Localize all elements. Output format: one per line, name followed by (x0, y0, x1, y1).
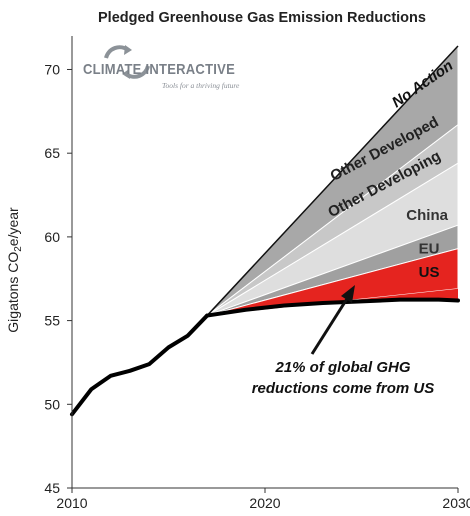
band-label-china: China (406, 207, 448, 224)
x-tick-label-2020: 2020 (249, 495, 280, 511)
y-tick-label-50: 50 (44, 396, 60, 412)
logo-tagline: Tools for a thriving future (162, 81, 240, 90)
logo-cycle-icon (104, 45, 150, 79)
x-tick-label-2030: 2030 (442, 495, 470, 511)
climate-interactive-logo: CLIMATE INTERACTIVE Tools for a thriving… (83, 45, 240, 90)
y-axis-label: Gigatons CO2e/year (5, 207, 24, 333)
chart-title: Pledged Greenhouse Gas Emission Reductio… (98, 10, 426, 26)
line-historical-emissions (70, 313, 210, 417)
axes: 45 50 55 60 65 70 2010 2020 2030 (44, 36, 470, 511)
y-tick-label-55: 55 (44, 313, 60, 329)
y-tick-label-65: 65 (44, 145, 60, 161)
emission-lines (70, 45, 460, 417)
logo-name: CLIMATE INTERACTIVE (83, 61, 235, 78)
annotation-line-1: 21% of global GHG (274, 359, 410, 376)
band-label-eu: EU (419, 241, 440, 258)
y-tick-label-45: 45 (44, 480, 60, 496)
annotation-line-2: reductions come from US (252, 380, 435, 397)
band-label-us: US (419, 264, 440, 281)
line-pledged-path (205, 297, 460, 318)
line-no-action (206, 45, 459, 317)
y-tick-label-70: 70 (44, 61, 60, 77)
x-tick-label-2010: 2010 (56, 495, 87, 511)
annotation-arrow (310, 285, 355, 355)
y-tick-label-60: 60 (44, 229, 60, 245)
